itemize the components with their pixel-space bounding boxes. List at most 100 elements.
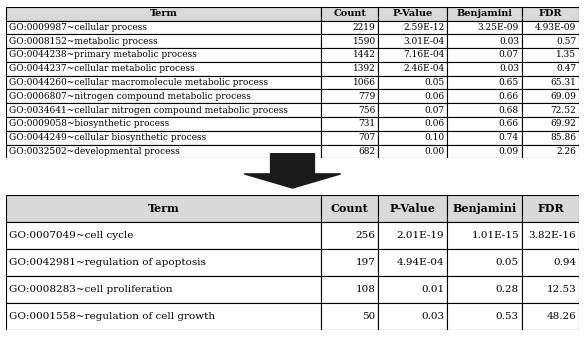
Bar: [321, 48, 378, 62]
Bar: [378, 34, 448, 48]
Bar: [378, 222, 448, 249]
Bar: [522, 7, 579, 21]
Bar: [6, 103, 321, 117]
Bar: [448, 21, 522, 34]
Bar: [522, 276, 579, 303]
Text: 72.52: 72.52: [550, 105, 576, 115]
Text: 0.03: 0.03: [499, 37, 519, 46]
Bar: [448, 117, 522, 131]
Bar: [448, 34, 522, 48]
Text: 707: 707: [359, 133, 376, 142]
Text: GO:0009987~cellular process: GO:0009987~cellular process: [9, 23, 147, 32]
Bar: [321, 89, 378, 103]
Text: 0.00: 0.00: [424, 147, 445, 156]
Bar: [522, 34, 579, 48]
Text: 65.31: 65.31: [550, 78, 576, 87]
Text: GO:0032502~developmental process: GO:0032502~developmental process: [9, 147, 180, 156]
Bar: [378, 89, 448, 103]
Text: P-Value: P-Value: [390, 204, 436, 214]
Text: GO:0008283~cell proliferation: GO:0008283~cell proliferation: [9, 285, 173, 294]
Bar: [378, 145, 448, 158]
Text: 0.06: 0.06: [424, 119, 445, 128]
Text: FDR: FDR: [537, 204, 564, 214]
Text: 0.74: 0.74: [499, 133, 519, 142]
Text: Count: Count: [333, 9, 366, 18]
Bar: [6, 276, 321, 303]
Text: 0.10: 0.10: [424, 133, 445, 142]
Bar: [6, 21, 321, 34]
Bar: [378, 62, 448, 76]
Bar: [6, 222, 321, 249]
Text: FDR: FDR: [539, 9, 562, 18]
Text: 3.25E-09: 3.25E-09: [478, 23, 519, 32]
Bar: [448, 7, 522, 21]
Text: 1442: 1442: [353, 51, 376, 60]
Bar: [448, 303, 522, 330]
Text: 0.68: 0.68: [499, 105, 519, 115]
Bar: [522, 62, 579, 76]
Bar: [321, 7, 378, 21]
Text: 0.57: 0.57: [556, 37, 576, 46]
Bar: [6, 131, 321, 145]
Bar: [321, 195, 378, 222]
Text: GO:0044249~cellular biosynthetic process: GO:0044249~cellular biosynthetic process: [9, 133, 206, 142]
Text: 50: 50: [362, 312, 376, 321]
Bar: [522, 131, 579, 145]
Text: GO:0009058~biosynthetic process: GO:0009058~biosynthetic process: [9, 119, 169, 128]
Bar: [321, 21, 378, 34]
Text: 0.05: 0.05: [424, 78, 445, 87]
Bar: [378, 48, 448, 62]
Bar: [378, 21, 448, 34]
Text: 3.82E-16: 3.82E-16: [529, 232, 576, 240]
Text: 4.94E-04: 4.94E-04: [397, 258, 445, 267]
Bar: [321, 249, 378, 276]
Bar: [522, 76, 579, 89]
Text: 197: 197: [356, 258, 376, 267]
Text: 0.47: 0.47: [556, 64, 576, 73]
Bar: [6, 303, 321, 330]
Text: 731: 731: [359, 119, 376, 128]
Text: 0.66: 0.66: [499, 92, 519, 101]
Text: 0.94: 0.94: [553, 258, 576, 267]
Bar: [321, 76, 378, 89]
Bar: [378, 76, 448, 89]
Bar: [6, 249, 321, 276]
Text: 108: 108: [356, 285, 376, 294]
Text: GO:0042981~regulation of apoptosis: GO:0042981~regulation of apoptosis: [9, 258, 205, 267]
Text: 682: 682: [359, 147, 376, 156]
Text: GO:0007049~cell cycle: GO:0007049~cell cycle: [9, 232, 133, 240]
Text: 0.07: 0.07: [424, 105, 445, 115]
Bar: [321, 145, 378, 158]
Bar: [321, 276, 378, 303]
Text: Term: Term: [150, 9, 177, 18]
Bar: [6, 145, 321, 158]
Text: Benjamini: Benjamini: [452, 204, 517, 214]
Text: 12.53: 12.53: [546, 285, 576, 294]
Bar: [6, 48, 321, 62]
Bar: [378, 117, 448, 131]
Bar: [378, 131, 448, 145]
Text: 0.53: 0.53: [496, 312, 519, 321]
Bar: [6, 7, 321, 21]
Bar: [448, 222, 522, 249]
Bar: [522, 145, 579, 158]
Bar: [6, 195, 321, 222]
Bar: [522, 195, 579, 222]
Text: 0.09: 0.09: [499, 147, 519, 156]
Bar: [522, 21, 579, 34]
Bar: [522, 303, 579, 330]
Bar: [321, 34, 378, 48]
Bar: [378, 7, 448, 21]
Text: 0.06: 0.06: [424, 92, 445, 101]
Bar: [6, 117, 321, 131]
Text: 779: 779: [359, 92, 376, 101]
Text: GO:0044238~primary metabolic process: GO:0044238~primary metabolic process: [9, 51, 197, 60]
Text: 48.26: 48.26: [546, 312, 576, 321]
Bar: [448, 249, 522, 276]
Text: 7.16E-04: 7.16E-04: [403, 51, 445, 60]
Bar: [448, 276, 522, 303]
Bar: [321, 117, 378, 131]
Bar: [321, 303, 378, 330]
Bar: [6, 76, 321, 89]
Bar: [448, 76, 522, 89]
